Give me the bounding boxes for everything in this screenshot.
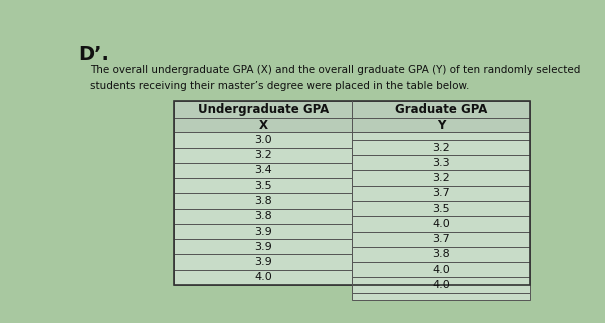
Bar: [352, 186, 531, 201]
Text: 3.7: 3.7: [433, 234, 450, 244]
Text: 3.2: 3.2: [433, 173, 450, 183]
Text: 3.9: 3.9: [254, 242, 272, 252]
Text: 3.5: 3.5: [433, 203, 450, 214]
Text: 3.8: 3.8: [433, 249, 450, 259]
Bar: [352, 293, 531, 300]
Bar: [174, 163, 352, 178]
Text: 3.7: 3.7: [433, 188, 450, 198]
Text: 3.9: 3.9: [254, 257, 272, 267]
Text: 4.0: 4.0: [433, 265, 450, 275]
Bar: [352, 132, 531, 140]
Bar: [174, 178, 352, 193]
Bar: [174, 148, 352, 163]
Text: X: X: [259, 119, 267, 132]
Bar: [352, 201, 531, 216]
Text: 3.9: 3.9: [254, 226, 272, 236]
Text: 3.2: 3.2: [433, 142, 450, 152]
Text: 3.2: 3.2: [254, 150, 272, 160]
Bar: [174, 209, 352, 224]
Bar: [352, 247, 531, 262]
Text: Graduate GPA: Graduate GPA: [395, 103, 488, 116]
Bar: [174, 239, 352, 255]
Bar: [174, 224, 352, 239]
Text: students receiving their master’s degree were placed in the table below.: students receiving their master’s degree…: [90, 81, 469, 91]
Text: 3.5: 3.5: [254, 181, 272, 191]
Bar: [352, 101, 531, 119]
Text: 4.0: 4.0: [433, 219, 450, 229]
Bar: [174, 255, 352, 270]
Bar: [352, 232, 531, 247]
Text: 3.4: 3.4: [254, 165, 272, 175]
Text: 3.3: 3.3: [433, 158, 450, 168]
Bar: [174, 132, 352, 148]
Bar: [352, 277, 531, 293]
Bar: [352, 119, 531, 132]
Text: 4.0: 4.0: [433, 280, 450, 290]
Text: Y: Y: [437, 119, 445, 132]
Text: Undergraduate GPA: Undergraduate GPA: [198, 103, 329, 116]
Bar: [174, 270, 352, 285]
Text: 3.8: 3.8: [254, 211, 272, 221]
Bar: [352, 171, 531, 186]
Bar: [352, 216, 531, 232]
Text: Dʼ.: Dʼ.: [78, 45, 109, 64]
Bar: [174, 119, 352, 132]
Text: 3.8: 3.8: [254, 196, 272, 206]
Bar: [174, 193, 352, 209]
Bar: [174, 101, 531, 285]
Bar: [352, 262, 531, 277]
Bar: [352, 140, 531, 155]
Text: 4.0: 4.0: [254, 272, 272, 282]
Bar: [174, 101, 352, 119]
Bar: [352, 155, 531, 171]
Text: 3.0: 3.0: [254, 135, 272, 145]
Text: The overall undergraduate GPA (X) and the overall graduate GPA (Y) of ten random: The overall undergraduate GPA (X) and th…: [90, 65, 580, 75]
